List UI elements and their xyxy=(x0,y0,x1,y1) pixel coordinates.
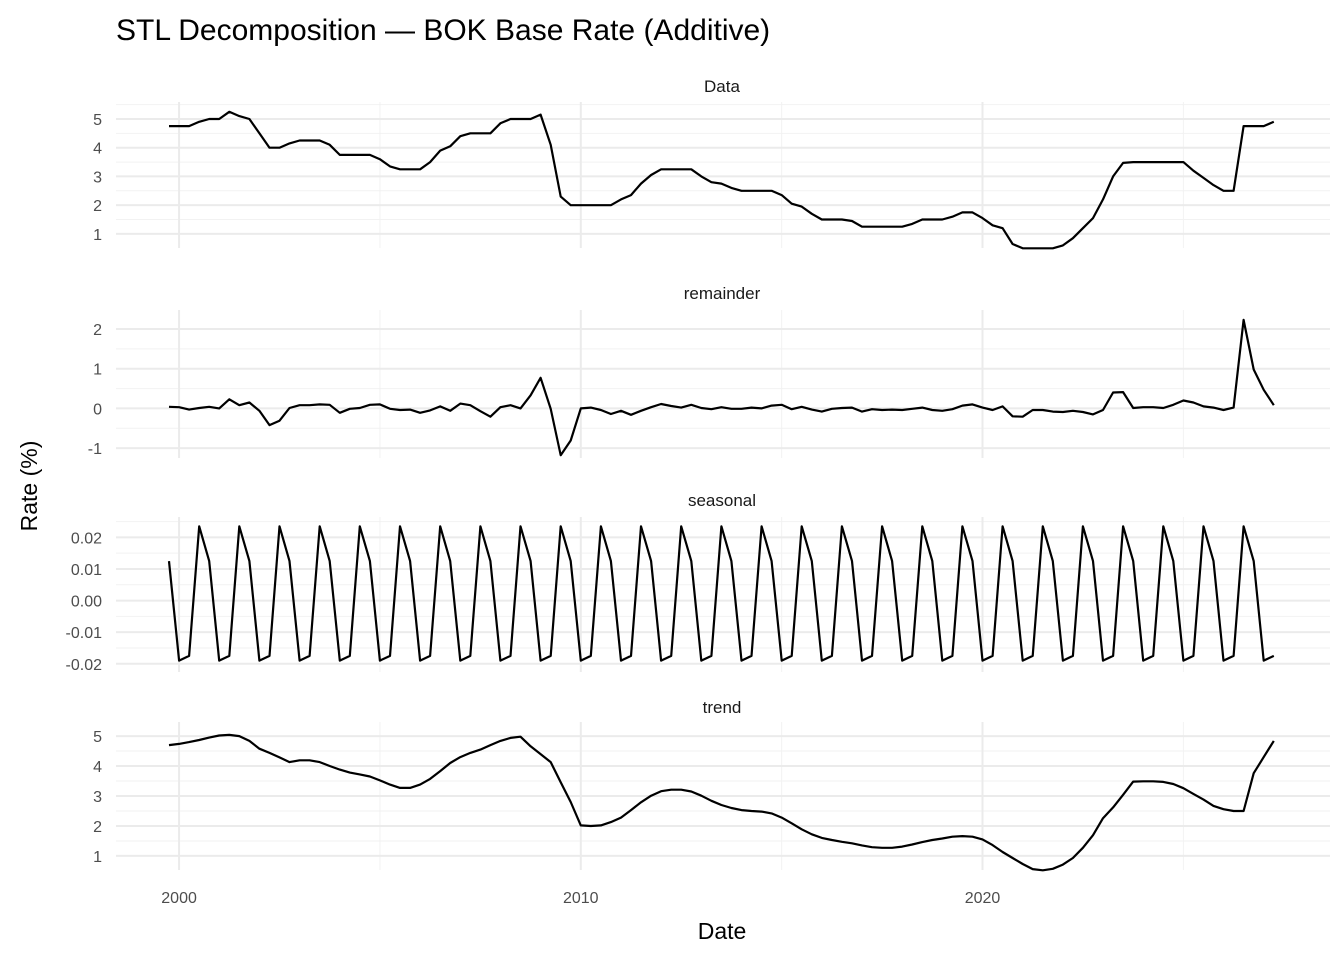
x-tick-label: 2000 xyxy=(161,890,197,907)
x-tick-label: 2010 xyxy=(563,890,599,907)
y-tick-label: 2 xyxy=(93,819,102,836)
y-tick-label: 3 xyxy=(93,789,102,806)
y-tick-label: 1 xyxy=(93,849,102,866)
panel-trend: trend 1 2 3 4 5 xyxy=(93,698,1330,872)
y-axis-title: Rate (%) xyxy=(16,441,42,532)
y-tick-label: 0.00 xyxy=(71,594,102,611)
y-tick-label: 2 xyxy=(93,198,102,215)
panel-remainder: remainder -1 0 1 2 xyxy=(88,284,1330,458)
x-axis-title: Date xyxy=(698,918,747,944)
y-tick-label: 0 xyxy=(93,401,102,418)
y-tick-label: 5 xyxy=(93,729,102,746)
series-line-trend xyxy=(168,733,1275,872)
y-tick-label: 5 xyxy=(93,112,102,129)
y-tick-label: 4 xyxy=(93,759,102,776)
y-tick-label: -1 xyxy=(88,441,102,458)
y-tick-label: -0.01 xyxy=(66,625,103,642)
panel-strip-label: seasonal xyxy=(688,491,756,510)
panel-seasonal: seasonal -0.02 -0.01 0.00 0.01 0.02 xyxy=(66,491,1330,674)
panel-strip-label: remainder xyxy=(684,284,761,303)
y-tick-label: 2 xyxy=(93,322,102,339)
y-tick-label: 3 xyxy=(93,169,102,186)
y-tick-label: 1 xyxy=(93,227,102,244)
panel-strip-label: Data xyxy=(704,77,740,96)
panel-strip-label: trend xyxy=(703,698,742,717)
panel-data: Data 1 2 3 4 5 xyxy=(93,77,1330,250)
y-tick-label: 0.01 xyxy=(71,562,102,579)
series-line-data xyxy=(169,110,1275,250)
series-line-remainder xyxy=(168,318,1275,457)
x-tick-label: 2020 xyxy=(965,890,1001,907)
y-tick-label: 1 xyxy=(93,362,102,379)
chart-title: STL Decomposition — BOK Base Rate (Addit… xyxy=(116,14,770,47)
y-tick-label: -0.02 xyxy=(66,657,103,674)
y-tick-label: 0.02 xyxy=(71,530,102,547)
y-tick-label: 4 xyxy=(93,141,102,158)
x-axis: 2000 2010 2020 xyxy=(161,890,1000,907)
series-line-seasonal xyxy=(167,525,1275,662)
panels: Data 1 2 3 4 5 remainder -1 0 1 2 seasonal -0.02 -0.0… xyxy=(66,77,1330,872)
